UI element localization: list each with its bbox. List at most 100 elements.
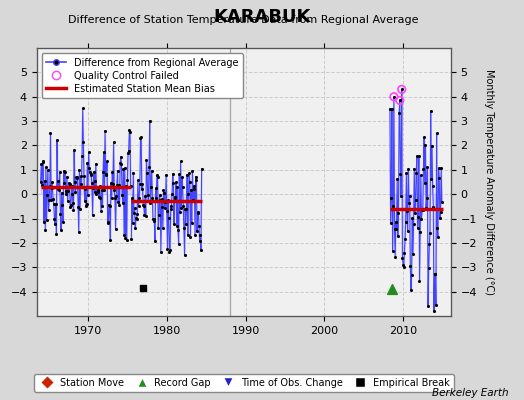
Point	[174, 241, 183, 247]
Point	[178, 174, 186, 180]
Point	[69, 207, 78, 213]
Point	[167, 206, 175, 212]
Point	[394, 233, 402, 239]
Point	[107, 180, 115, 186]
Point	[432, 130, 441, 136]
Point	[408, 215, 417, 221]
Point	[400, 250, 409, 256]
Point	[155, 192, 163, 198]
Point	[95, 183, 104, 190]
Point	[395, 110, 403, 116]
Point	[64, 187, 72, 194]
Point	[146, 118, 154, 124]
Point	[126, 128, 134, 135]
Point	[193, 228, 201, 235]
Point	[37, 161, 46, 167]
Point	[85, 165, 93, 171]
Point	[178, 184, 187, 190]
Point	[159, 187, 168, 194]
Point	[57, 227, 65, 233]
Point	[422, 195, 431, 201]
Point	[133, 216, 141, 222]
Point	[104, 219, 113, 226]
Point	[416, 278, 424, 284]
Point	[388, 106, 396, 112]
Point	[185, 170, 193, 177]
Point	[72, 174, 80, 181]
Point	[97, 187, 106, 194]
Point	[60, 179, 69, 186]
Point	[97, 208, 105, 214]
Point	[43, 167, 52, 173]
Point	[169, 180, 178, 186]
Point	[165, 215, 173, 221]
Point	[42, 164, 50, 170]
Point	[66, 204, 74, 210]
Point	[151, 237, 159, 244]
Point	[68, 183, 77, 190]
Point	[149, 216, 157, 222]
Point	[390, 94, 398, 100]
Point	[407, 287, 415, 293]
Point	[111, 194, 119, 201]
Point	[131, 225, 139, 232]
Point	[172, 179, 180, 186]
Point	[146, 200, 155, 206]
Point	[168, 190, 176, 197]
Point	[71, 189, 80, 196]
Point	[134, 203, 143, 209]
Point	[72, 174, 81, 180]
Point	[125, 127, 134, 133]
Point	[166, 247, 174, 254]
Point	[86, 169, 94, 175]
Point	[78, 153, 86, 160]
Point	[413, 224, 422, 231]
Point	[188, 220, 196, 226]
Point	[137, 134, 145, 140]
Point	[38, 158, 47, 164]
Point	[151, 185, 160, 192]
Point	[128, 220, 137, 226]
Point	[141, 212, 150, 219]
Point	[48, 179, 56, 186]
Point	[124, 150, 132, 156]
Point	[422, 204, 430, 211]
Point	[73, 175, 82, 181]
Point	[125, 148, 133, 154]
Point	[147, 168, 156, 174]
Point	[115, 202, 124, 209]
Point	[424, 302, 432, 309]
Point	[162, 208, 171, 214]
Point	[50, 216, 59, 222]
Point	[103, 158, 111, 164]
Point	[38, 182, 46, 188]
Point	[106, 237, 114, 243]
Point	[145, 164, 153, 170]
Point	[100, 186, 108, 193]
Point	[108, 169, 116, 175]
Point	[114, 199, 122, 206]
Point	[116, 160, 124, 166]
Point	[182, 220, 190, 227]
Point	[398, 255, 407, 261]
Point	[152, 172, 161, 178]
Point	[120, 232, 128, 238]
Point	[92, 160, 100, 167]
Point	[75, 167, 84, 173]
Point	[389, 203, 397, 209]
Point	[393, 176, 401, 183]
Point	[154, 174, 162, 180]
Point	[83, 160, 92, 166]
Point	[70, 147, 78, 154]
Point	[101, 128, 109, 134]
Point	[397, 192, 405, 199]
Point	[161, 204, 169, 211]
Point	[71, 178, 79, 185]
Point	[113, 168, 122, 174]
Point	[134, 177, 142, 184]
Point	[196, 246, 205, 253]
Point	[88, 180, 96, 186]
Point	[133, 211, 141, 217]
Point	[409, 220, 418, 227]
Point	[147, 183, 155, 190]
